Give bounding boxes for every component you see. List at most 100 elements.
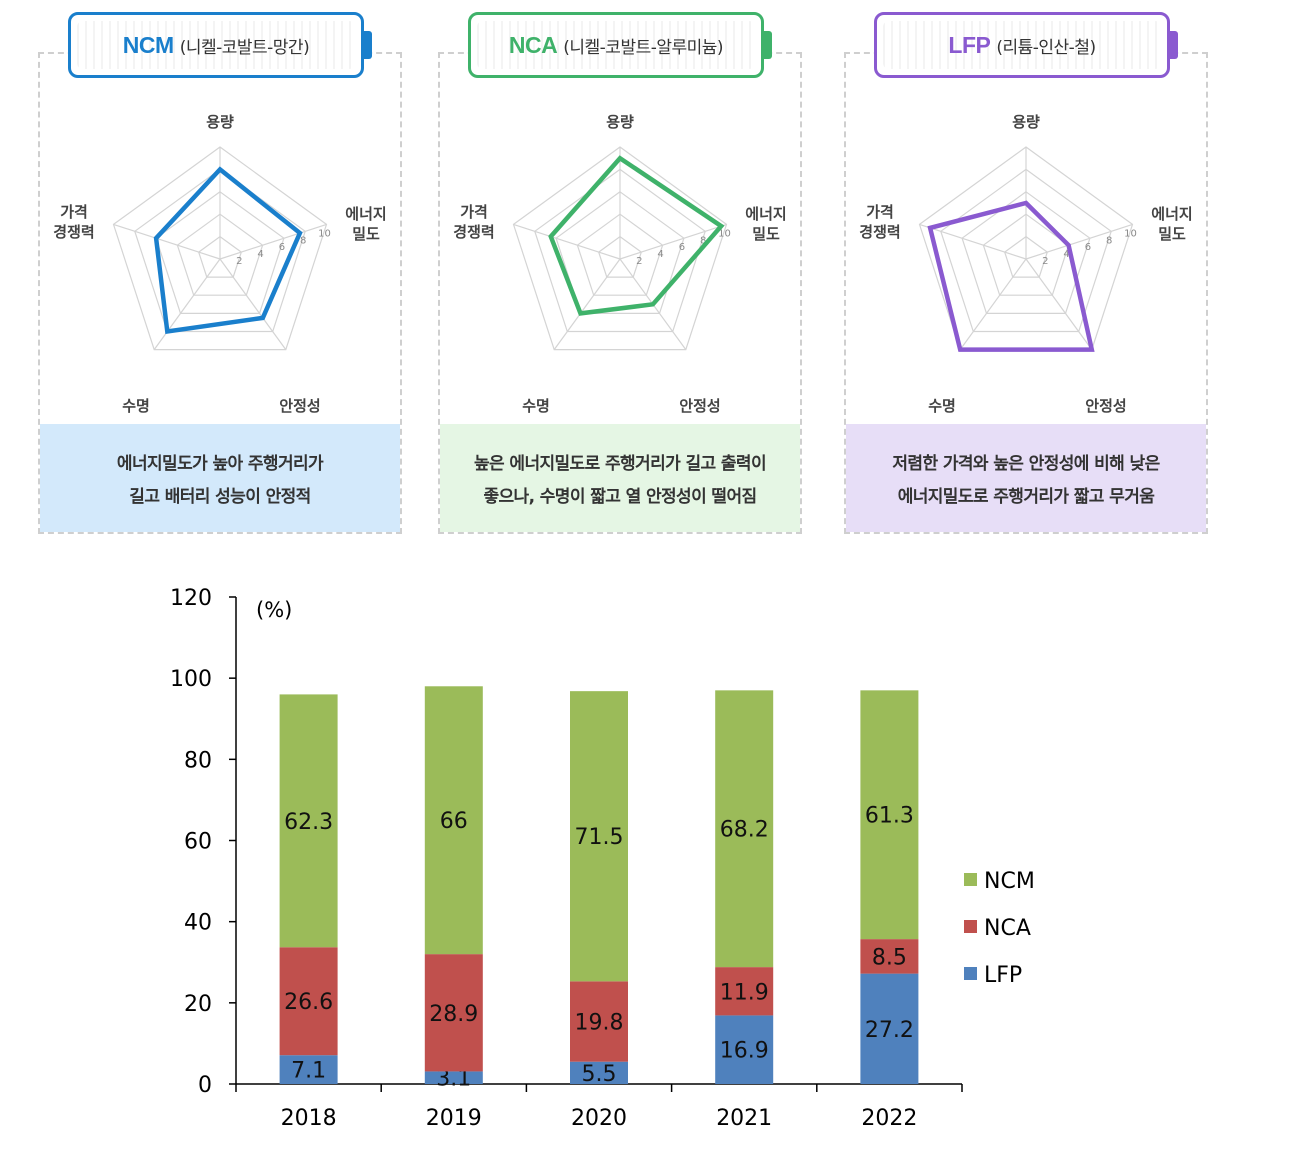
x-tick-label: 2021 xyxy=(716,1106,772,1131)
radar-axis-label: 용량 xyxy=(606,113,634,131)
radar-tick-label: 10 xyxy=(318,228,331,239)
radar-grid-ring xyxy=(112,146,328,351)
radar-tick-label: 2 xyxy=(236,256,242,267)
description-line: 저렴한 가격와 높은 안정성에 비해 낮은 xyxy=(892,454,1160,474)
description-lfp: 저렴한 가격와 높은 안정성에 비해 낮은 에너지밀도로 주행거리가 짧고 무거… xyxy=(846,424,1206,532)
data-label: 7.1 xyxy=(291,1059,326,1084)
data-label: 19.8 xyxy=(575,1011,624,1036)
badge-full-name: (니켈-코발트-망간) xyxy=(179,37,310,58)
card-nca: NCA (니켈-코발트-알루미늄) 2 4 6 8 10 용량 에너지 밀도 안정성 수명 가격 경쟁… xyxy=(438,12,802,534)
bar-segment-nca xyxy=(860,939,919,974)
radar-tick-label: 4 xyxy=(657,249,663,260)
bar-segment-lfp xyxy=(570,1061,628,1084)
radar-grid-ring xyxy=(961,191,1091,314)
radar-axis-label: 안정성 xyxy=(1085,397,1126,415)
radar-tick-label: 8 xyxy=(1106,235,1112,246)
radar-axis-label: 에너지 밀도 xyxy=(1151,205,1192,243)
unit-label: (%) xyxy=(256,598,292,622)
radar-grid-ring xyxy=(597,235,643,278)
radar-axis-label-line: 경쟁력 xyxy=(453,223,494,241)
data-label: 62.3 xyxy=(284,810,333,835)
bar-segment-nca xyxy=(424,954,483,1072)
badge-stripes xyxy=(77,21,355,69)
radar-grid-ring xyxy=(1003,235,1049,278)
radar-axis-label: 안정성 xyxy=(279,397,320,415)
bar-segment-lfp xyxy=(715,1015,774,1084)
radar-axis-label: 수명 xyxy=(122,397,150,415)
y-tick-label: 80 xyxy=(184,748,212,773)
radar-axis-label: 에너지 밀도 xyxy=(345,205,386,243)
y-tick-label: 40 xyxy=(184,911,212,936)
radar-axis-label: 용량 xyxy=(1012,113,1040,131)
x-tick-label: 2022 xyxy=(861,1106,917,1131)
radar-spoke xyxy=(1025,223,1133,260)
radar-tick-label: 4 xyxy=(1063,249,1069,260)
bar-segment-ncm xyxy=(570,691,628,982)
bar-segment-ncm xyxy=(424,686,483,955)
legend-swatch-lfp xyxy=(964,967,977,980)
radar-axis-label: 가격 경쟁력 xyxy=(53,203,94,241)
radar-axis-label-line: 안정성 xyxy=(679,397,720,415)
radar-axis-label: 용량 xyxy=(206,113,234,131)
radar-grid-ring xyxy=(534,168,706,333)
legend-label: LFP xyxy=(984,963,1022,988)
radar-spoke xyxy=(553,258,621,350)
badge-full-name: (니켈-코발트-알루미늄) xyxy=(563,37,724,58)
bar-segment-lfp xyxy=(424,1071,483,1084)
radar-grid-ring xyxy=(134,168,306,333)
legend-label: NCA xyxy=(984,916,1031,941)
badge-full-name: (리튬-인산-철) xyxy=(996,37,1096,58)
data-label: 26.6 xyxy=(284,990,333,1015)
badge-code: NCM xyxy=(122,31,174,58)
legend-label: NCM xyxy=(984,869,1035,894)
badge-stripes xyxy=(883,21,1161,69)
badge-code: NCA xyxy=(508,31,558,58)
y-tick-label: 60 xyxy=(184,830,212,855)
radar-tick-label: 6 xyxy=(1085,242,1091,253)
radar-axis-label-line: 수명 xyxy=(122,397,150,415)
badge-ncm: NCM (니켈-코발트-망간) xyxy=(68,12,372,78)
card-ncm: NCM (니켈-코발트-망간) 2 4 6 8 10 용량 에너지 밀도 안정성 수명 가격 경쟁력 … xyxy=(38,12,402,534)
battery-terminal-icon xyxy=(364,31,372,59)
radar-tick-label: 8 xyxy=(700,235,706,246)
legend-swatch-ncm xyxy=(964,873,977,886)
radar-spoke xyxy=(919,223,1027,260)
bar-segment-nca xyxy=(279,947,338,1056)
radar-spoke xyxy=(959,258,1027,350)
data-label: 61.3 xyxy=(865,804,914,829)
radar-axis-label-line: 경쟁력 xyxy=(859,223,900,241)
data-label: 68.2 xyxy=(720,818,769,843)
x-tick-label: 2020 xyxy=(571,1106,627,1131)
badge-code: LFP xyxy=(948,31,991,58)
y-tick-label: 20 xyxy=(184,992,212,1017)
x-tick-label: 2018 xyxy=(281,1106,337,1131)
radar-axis-label-line: 용량 xyxy=(206,113,234,131)
radar-axis-label-line: 안정성 xyxy=(279,397,320,415)
radar-axis-label-line: 밀도 xyxy=(752,225,780,243)
radar-axis-label-line: 밀도 xyxy=(352,225,380,243)
radar-axis-label-line: 가격 xyxy=(60,203,88,221)
description-line: 좋으나, 수명이 짧고 열 안정성이 떨어짐 xyxy=(483,487,757,507)
legend-swatch-nca xyxy=(964,920,977,933)
radar-axis-label-line: 수명 xyxy=(522,397,550,415)
radar-tick-label: 10 xyxy=(718,228,731,239)
radar-series-lfp xyxy=(927,200,1095,352)
radar-grid-ring xyxy=(197,235,243,278)
radar-grid-ring xyxy=(176,213,264,296)
radar-tick-label: 4 xyxy=(257,249,263,260)
radar-axis-label: 안정성 xyxy=(679,397,720,415)
radar-tick-label: 2 xyxy=(1042,256,1048,267)
radar-axis-label: 수명 xyxy=(928,397,956,415)
badge-nca: NCA (니켈-코발트-알루미늄) xyxy=(468,12,772,78)
radar-spoke xyxy=(113,223,221,260)
bar-segment-ncm xyxy=(860,690,919,940)
radar-axis-label: 수명 xyxy=(522,397,550,415)
radar-axis-label-line: 가격 xyxy=(460,203,488,221)
radar-series-nca xyxy=(548,155,725,316)
description-line: 에너지밀도로 주행거리가 짧고 무거움 xyxy=(897,487,1155,507)
radar-spoke xyxy=(513,223,621,260)
battery-terminal-icon xyxy=(764,31,772,59)
